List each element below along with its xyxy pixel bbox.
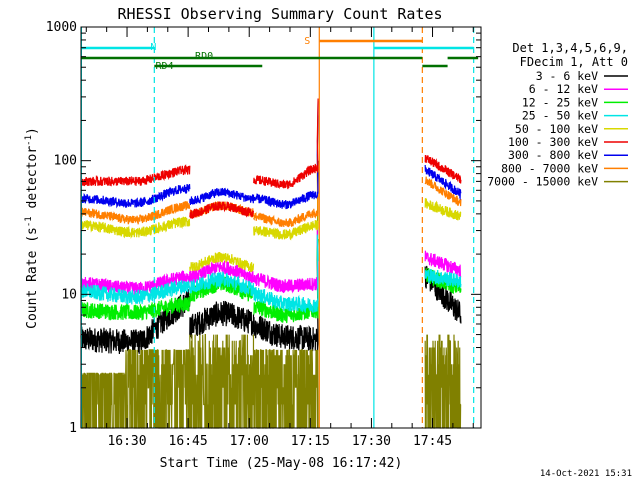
series-300-800-keV-line bbox=[80, 101, 462, 210]
legend-label-300-800-keV: 300 - 800 keV bbox=[508, 148, 598, 162]
y-axis-label: Count Rate (s-1 detector-1) bbox=[24, 127, 40, 329]
x-axis-label: Start Time (25-May-08 16:17:42) bbox=[160, 456, 403, 471]
legend-header-line-2: FDecim 1, Att 0 bbox=[520, 55, 628, 69]
y-tick-label: 100 bbox=[54, 154, 77, 169]
chart-title: RHESSI Observing Summary Count Rates bbox=[117, 5, 442, 23]
legend-label-7000-15000-keV: 7000 - 15000 keV bbox=[487, 175, 598, 189]
saa-label: S bbox=[304, 36, 310, 47]
legend-label-3-6-keV: 3 - 6 keV bbox=[536, 69, 598, 83]
x-tick-label: 16:30 bbox=[107, 434, 146, 449]
axes: 1 10 100 1000 16:30 16:45 17:00 17:15 17:30 17:45 bbox=[46, 20, 482, 449]
x-tick-label: 17:45 bbox=[413, 434, 452, 449]
legend-label-100-300-keV: 100 - 300 keV bbox=[508, 135, 598, 149]
rd0-label: RD0 bbox=[195, 51, 213, 62]
plot-area: N S RD0 RD4 bbox=[80, 27, 479, 429]
legend-label-6-12-keV: 6 - 12 keV bbox=[529, 82, 598, 96]
y-tick-label: 1000 bbox=[46, 20, 77, 35]
x-tick-label: 16:45 bbox=[169, 434, 208, 449]
series-25-50-keV-line bbox=[80, 234, 462, 314]
x-tick-label: 17:15 bbox=[291, 434, 330, 449]
night-label: N bbox=[150, 42, 156, 53]
x-tick-label: 17:30 bbox=[352, 434, 391, 449]
series-100-300-keV-line bbox=[80, 98, 462, 219]
series-3-6-keV-line bbox=[80, 160, 462, 355]
series-6-12-keV-line bbox=[80, 222, 462, 296]
x-tick-label: 17:00 bbox=[230, 434, 269, 449]
rd4-label: RD4 bbox=[156, 61, 174, 72]
y-axis-label-mid: detector bbox=[25, 146, 40, 217]
series-50-100-keV-line bbox=[80, 168, 462, 273]
legend-header-line-1: Det 1,3,4,5,6,9, bbox=[512, 41, 628, 55]
timestamp: 14-Oct-2021 15:31 bbox=[540, 469, 632, 479]
legend-label-25-50-keV: 25 - 50 keV bbox=[522, 109, 598, 123]
y-axis-label-end: ) bbox=[25, 127, 40, 135]
series-800-7000-keV-line bbox=[80, 115, 462, 228]
y-axis-label-main: Count Rate (s bbox=[25, 227, 40, 329]
y-tick-label: 1 bbox=[69, 421, 77, 436]
legend-label-800-7000-keV: 800 - 7000 keV bbox=[501, 161, 598, 175]
y-tick-label: 10 bbox=[61, 287, 77, 302]
legend-label-12-25-keV: 12 - 25 keV bbox=[522, 95, 598, 109]
y-axis-label-sup1: -1 bbox=[24, 216, 34, 227]
legend: Det 1,3,4,5,6,9, FDecim 1, Att 0 3 - 6 k… bbox=[487, 41, 628, 189]
y-axis-label-sup2: -1 bbox=[24, 135, 34, 146]
legend-label-50-100-keV: 50 - 100 keV bbox=[515, 122, 598, 136]
plot-frame bbox=[80, 26, 482, 429]
